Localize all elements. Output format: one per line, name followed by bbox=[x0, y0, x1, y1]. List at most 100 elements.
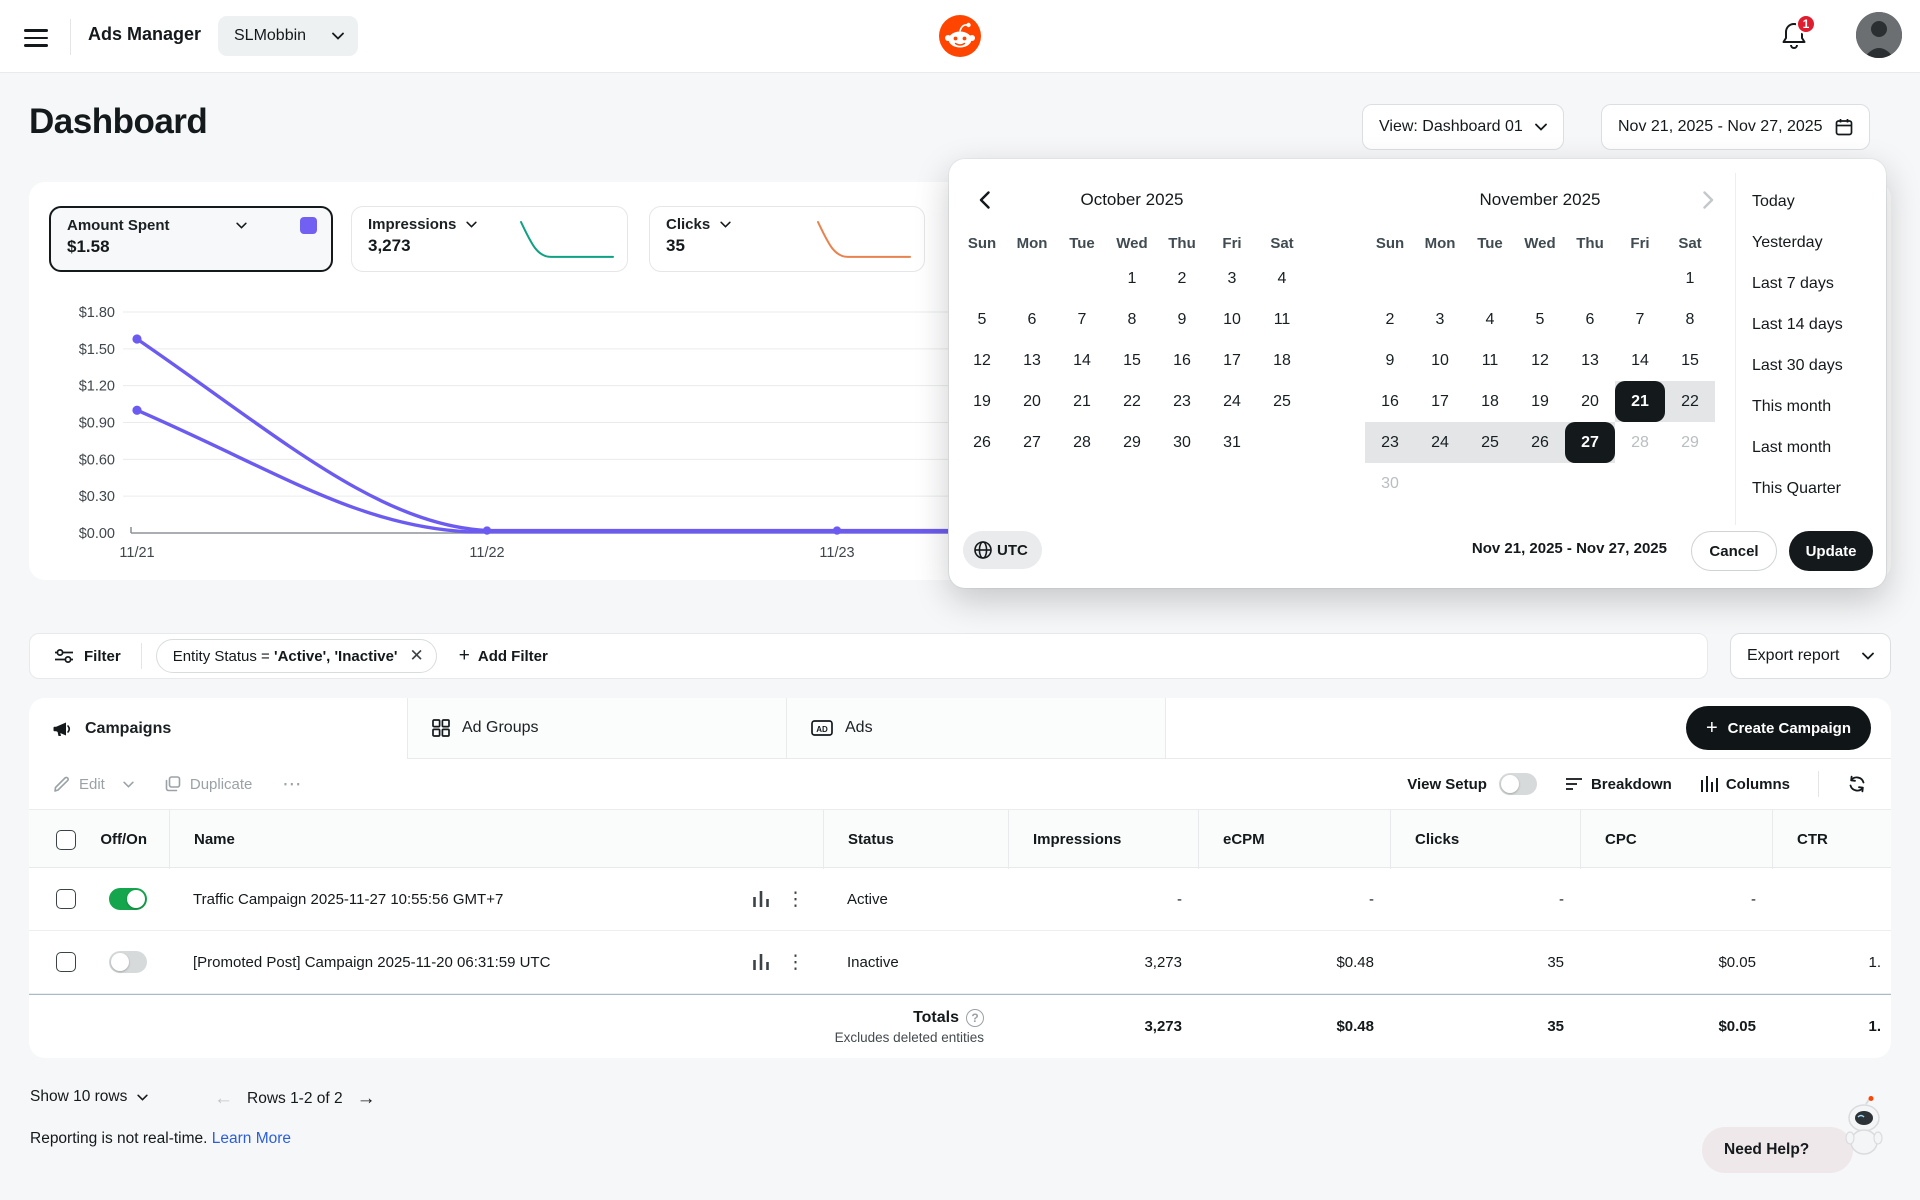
calendar-next-month-button[interactable] bbox=[1691, 183, 1725, 217]
learn-more-link[interactable]: Learn More bbox=[211, 1130, 292, 1147]
metric-card-impressions[interactable]: Impressions 3,273 bbox=[351, 206, 628, 272]
cancel-button[interactable]: Cancel bbox=[1691, 531, 1777, 571]
create-campaign-button[interactable]: + Create Campaign bbox=[1685, 706, 1871, 750]
date-preset-last-7-days[interactable]: Last 7 days bbox=[1752, 274, 1834, 292]
column-header-ecpm[interactable]: eCPM bbox=[1198, 810, 1390, 869]
column-header-impressions[interactable]: Impressions bbox=[1008, 810, 1198, 869]
avatar[interactable] bbox=[1856, 12, 1902, 58]
calendar-day[interactable]: 20 bbox=[1581, 392, 1599, 410]
metric-card-clicks[interactable]: Clicks 35 bbox=[649, 206, 925, 272]
calendar-day[interactable]: 3 bbox=[1435, 310, 1445, 328]
calendar-day[interactable]: 13 bbox=[1581, 351, 1599, 369]
calendar-day[interactable]: 29 bbox=[1123, 433, 1141, 451]
calendar-day[interactable]: 2 bbox=[1177, 269, 1187, 287]
account-selector[interactable]: SLMobbin bbox=[218, 16, 359, 56]
close-icon[interactable]: ✕ bbox=[409, 646, 424, 665]
more-actions-button[interactable]: ⋯ bbox=[282, 773, 302, 796]
campaign-on-off-toggle[interactable] bbox=[109, 951, 147, 973]
view-setup-toggle[interactable] bbox=[1498, 773, 1537, 795]
calendar-day[interactable]: 17 bbox=[1223, 351, 1241, 369]
column-header-offon[interactable]: Off/On bbox=[100, 831, 147, 848]
calendar-day[interactable]: 26 bbox=[1515, 422, 1565, 463]
edit-button[interactable]: Edit bbox=[53, 775, 134, 793]
timezone-button[interactable]: UTC bbox=[963, 531, 1042, 569]
calendar-day[interactable]: 27 bbox=[1023, 433, 1041, 451]
date-preset-last-30-days[interactable]: Last 30 days bbox=[1752, 356, 1843, 374]
calendar-day[interactable]: 1 bbox=[1685, 269, 1695, 287]
metric-card-amount-spent[interactable]: Amount Spent $1.58 bbox=[49, 206, 333, 272]
campaign-name[interactable]: [Promoted Post] Campaign 2025-11-20 06:3… bbox=[193, 953, 551, 971]
calendar-day[interactable]: 11 bbox=[1273, 310, 1291, 328]
help-circle-icon[interactable]: ? bbox=[966, 1008, 984, 1027]
calendar-day[interactable]: 23 bbox=[1365, 422, 1415, 463]
calendar-day[interactable]: 27 bbox=[1565, 422, 1615, 463]
calendar-day[interactable]: 29 bbox=[1681, 433, 1699, 451]
calendar-day[interactable]: 25 bbox=[1273, 392, 1291, 410]
date-preset-yesterday[interactable]: Yesterday bbox=[1752, 233, 1823, 251]
view-chart-icon[interactable] bbox=[752, 891, 770, 907]
tab-ad-groups[interactable]: Ad Groups bbox=[408, 698, 787, 759]
calendar-day[interactable]: 8 bbox=[1685, 310, 1695, 328]
calendar-day[interactable]: 14 bbox=[1631, 351, 1649, 369]
update-button[interactable]: Update bbox=[1789, 531, 1873, 571]
calendar-day[interactable]: 28 bbox=[1631, 433, 1649, 451]
calendar-day[interactable]: 31 bbox=[1223, 433, 1241, 451]
calendar-day[interactable]: 10 bbox=[1223, 310, 1241, 328]
add-filter-button[interactable]: + Add Filter bbox=[459, 645, 548, 667]
calendar-day[interactable]: 14 bbox=[1073, 351, 1091, 369]
calendar-day[interactable]: 30 bbox=[1381, 474, 1399, 492]
filter-button[interactable]: Filter bbox=[44, 647, 131, 665]
calendar-day[interactable]: 25 bbox=[1465, 422, 1515, 463]
calendar-day[interactable]: 19 bbox=[973, 392, 991, 410]
export-report-dropdown[interactable]: Export report bbox=[1730, 633, 1891, 679]
date-preset-this-month[interactable]: This month bbox=[1752, 397, 1832, 415]
column-header-status[interactable]: Status bbox=[823, 810, 1008, 869]
calendar-day[interactable]: 24 bbox=[1415, 422, 1465, 463]
row-checkbox[interactable] bbox=[56, 952, 76, 972]
calendar-day[interactable]: 30 bbox=[1173, 433, 1191, 451]
date-preset-today[interactable]: Today bbox=[1752, 192, 1795, 210]
calendar-day[interactable]: 18 bbox=[1481, 392, 1499, 410]
column-header-cpc[interactable]: CPC bbox=[1580, 810, 1772, 869]
calendar-day[interactable]: 16 bbox=[1381, 392, 1399, 410]
calendar-prev-month-button[interactable] bbox=[967, 183, 1001, 217]
campaign-name[interactable]: Traffic Campaign 2025-11-27 10:55:56 GMT… bbox=[193, 890, 504, 908]
calendar-day[interactable]: 23 bbox=[1173, 392, 1191, 410]
breakdown-button[interactable]: Breakdown bbox=[1565, 776, 1672, 793]
calendar-day[interactable]: 5 bbox=[977, 310, 987, 328]
calendar-day[interactable]: 9 bbox=[1177, 310, 1187, 328]
calendar-day[interactable]: 12 bbox=[973, 351, 991, 369]
tab-ads[interactable]: AD Ads bbox=[787, 698, 1166, 759]
calendar-day[interactable]: 22 bbox=[1123, 392, 1141, 410]
column-header-name[interactable]: Name bbox=[169, 810, 823, 869]
calendar-day[interactable]: 18 bbox=[1273, 351, 1291, 369]
need-help-button[interactable]: Need Help? bbox=[1702, 1127, 1854, 1173]
view-chart-icon[interactable] bbox=[752, 954, 770, 970]
date-preset-last-month[interactable]: Last month bbox=[1752, 438, 1832, 456]
tab-campaigns[interactable]: Campaigns bbox=[29, 698, 408, 759]
calendar-day[interactable]: 21 bbox=[1073, 392, 1091, 410]
calendar-day[interactable]: 7 bbox=[1077, 310, 1087, 328]
view-selector-dropdown[interactable]: View: Dashboard 01 bbox=[1362, 104, 1564, 150]
calendar-day[interactable]: 28 bbox=[1073, 433, 1091, 451]
calendar-day[interactable]: 20 bbox=[1023, 392, 1041, 410]
previous-page-icon[interactable]: ← bbox=[214, 1088, 233, 1109]
kebab-menu-icon[interactable]: ⋮ bbox=[786, 951, 805, 973]
calendar-day[interactable]: 21 bbox=[1615, 381, 1665, 422]
calendar-day[interactable]: 3 bbox=[1227, 269, 1237, 287]
kebab-menu-icon[interactable]: ⋮ bbox=[786, 888, 805, 910]
calendar-day[interactable]: 15 bbox=[1123, 351, 1141, 369]
calendar-day[interactable]: 2 bbox=[1385, 310, 1395, 328]
calendar-day[interactable]: 17 bbox=[1431, 392, 1449, 410]
rows-per-page-dropdown[interactable]: Show 10 rows bbox=[30, 1088, 149, 1106]
calendar-day[interactable]: 9 bbox=[1385, 351, 1395, 369]
calendar-day[interactable]: 13 bbox=[1023, 351, 1041, 369]
filter-chip-entity-status[interactable]: Entity Status = 'Active', 'Inactive' ✕ bbox=[155, 639, 437, 673]
calendar-day[interactable]: 24 bbox=[1223, 392, 1241, 410]
reddit-logo-icon[interactable] bbox=[939, 15, 981, 57]
calendar-day[interactable]: 22 bbox=[1665, 381, 1715, 422]
row-checkbox[interactable] bbox=[56, 889, 76, 909]
column-header-ctr[interactable]: CTR bbox=[1772, 810, 1891, 869]
calendar-day[interactable]: 1 bbox=[1127, 269, 1137, 287]
select-all-checkbox[interactable] bbox=[56, 829, 76, 850]
